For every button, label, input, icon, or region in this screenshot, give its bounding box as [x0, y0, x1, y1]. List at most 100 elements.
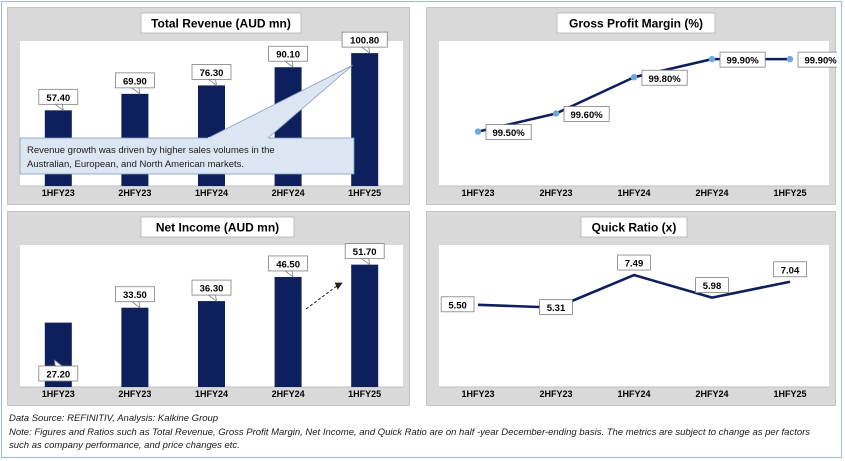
- revenue-chart-svg: Total Revenue (AUD mn) 1HFY23 2HFY23 1HFY24…: [19, 12, 403, 198]
- revenue-data-label: 100.80: [350, 36, 379, 47]
- net-income-chart-svg: Net Income (AUD mn) 1HFY23 2HFY23 1HFY24 2HF…: [20, 216, 403, 399]
- revenue-x-tick-label: 2HFY23: [118, 188, 151, 198]
- gross-margin-data-label: 99.90%: [726, 56, 759, 67]
- quick-ratio-data-label-box: [440, 296, 475, 313]
- net-income-x-tick-label: 1HFY23: [42, 389, 75, 399]
- quick-ratio-data-label-group: 5.31: [539, 299, 573, 316]
- methodology-note: Note: Figures and Ratios such as Total R…: [9, 427, 811, 451]
- revenue-chart-title: Total Revenue (AUD mn): [151, 17, 291, 31]
- quick-ratio-data-label: 7.49: [625, 259, 644, 270]
- revenue-bar: [351, 53, 379, 186]
- revenue-data-label: 57.40: [46, 93, 70, 104]
- quick-ratio-data-label-box: [617, 254, 651, 271]
- quick-ratio-data-label-box: [539, 299, 573, 316]
- revenue-data-label: 69.90: [123, 76, 147, 87]
- quick-ratio-x-tick-label: 2HFY23: [539, 389, 572, 399]
- gross-margin-x-tick-label: 1HFY24: [617, 188, 650, 198]
- net-income-trend-arrowhead: [334, 282, 343, 290]
- net-income-data-label-group: 51.70: [344, 243, 385, 266]
- revenue-x-tick-label: 1HFY25: [348, 188, 381, 198]
- net-income-data-label-pointer: [283, 270, 294, 278]
- net-income-data-label: 27.20: [46, 370, 70, 381]
- net-income-data-label-group: 46.50: [268, 255, 309, 278]
- gross-margin-x-tick-label: 1HFY25: [773, 188, 806, 198]
- revenue-chart-panel: Total Revenue (AUD mn) 1HFY23 2HFY23 1HFY24…: [7, 7, 410, 205]
- revenue-data-label-group: 100.80: [341, 31, 388, 55]
- gross-margin-data-label-group: 99.90%: [797, 51, 837, 68]
- net-income-chart-panel: Net Income (AUD mn) 1HFY23 2HFY23 1HFY24 2HF…: [7, 211, 410, 406]
- net-income-data-label-pointer: [53, 359, 64, 367]
- net-income-bar: [351, 264, 379, 387]
- quick-ratio-x-tick-label: 1HFY24: [617, 389, 650, 399]
- quick-ratio-data-label: 5.31: [547, 303, 566, 314]
- data-source-note: Data Source: REFINITIV, Analysis: Kalkin…: [9, 413, 219, 424]
- revenue-data-label-pointer: [130, 87, 141, 95]
- gross-margin-chart-title: Gross Profit Margin (%): [569, 17, 703, 31]
- quick-ratio-data-label-group: 7.49: [617, 254, 651, 271]
- quick-ratio-data-label: 5.98: [703, 281, 722, 292]
- quick-ratio-data-label: 5.50: [448, 300, 467, 311]
- gross-margin-data-label: 99.50%: [492, 128, 525, 139]
- net-income-chart-title: Net Income (AUD mn): [156, 221, 279, 235]
- net-income-data-label-pointer: [130, 301, 141, 309]
- revenue-x-tick-label: 1HFY23: [42, 188, 75, 198]
- net-income-x-tick-label: 1HFY25: [348, 389, 381, 399]
- gross-margin-chart-svg: Gross Profit Margin (%) 1HFY23 2HFY23 1HFY2…: [439, 12, 837, 198]
- gross-margin-x-tick-label: 1HFY23: [461, 188, 494, 198]
- quick-ratio-title-box: [580, 216, 688, 238]
- net-income-trend-arrow: [305, 284, 339, 310]
- gross-margin-data-label-group: 99.80%: [641, 69, 688, 86]
- revenue-data-label-pointer: [283, 60, 294, 69]
- revenue-annotation-line-2: Australian, European, and North American…: [27, 159, 244, 170]
- revenue-data-label-group: 90.10: [268, 45, 309, 69]
- net-income-data-label-group: 36.30: [191, 279, 232, 303]
- quick-ratio-chart-svg: Quick Ratio (x) 1HFY23 2HFY23 1HFY24 2HFY24 1…: [439, 216, 829, 399]
- gross-margin-data-label: 99.60%: [570, 110, 603, 121]
- net-income-title-box: [140, 216, 295, 238]
- revenue-annotation-line-1: Revenue growth was driven by higher sale…: [27, 145, 275, 156]
- gross-margin-data-label-box: [641, 69, 688, 86]
- quick-ratio-data-label-box: [695, 277, 729, 294]
- net-income-data-label-pointer: [360, 258, 371, 266]
- net-income-data-label-pointer: [207, 294, 218, 303]
- revenue-data-label: 76.30: [200, 68, 224, 79]
- net-income-bar: [274, 276, 302, 387]
- gross-margin-data-label-group: 99.50%: [485, 124, 532, 141]
- gross-margin-point-marker: [474, 128, 482, 135]
- revenue-data-label-group: 57.40: [38, 88, 79, 112]
- gross-margin-point-marker: [630, 74, 638, 81]
- gross-margin-title-box: [556, 12, 716, 34]
- net-income-data-label: 36.30: [200, 284, 224, 295]
- gross-margin-data-label-box: [485, 124, 532, 141]
- revenue-data-label-pointer: [360, 46, 371, 55]
- gross-margin-x-tick-label: 2HFY23: [539, 188, 572, 198]
- revenue-data-label-pointer: [207, 79, 218, 87]
- revenue-x-tick-label: 1HFY24: [195, 188, 228, 198]
- gross-margin-point-marker: [552, 110, 560, 117]
- gross-margin-data-label-group: 99.60%: [563, 106, 610, 122]
- gross-margin-data-label-box: [719, 51, 766, 68]
- quick-ratio-chart-title: Quick Ratio (x): [592, 221, 677, 235]
- revenue-data-label-pointer: [54, 103, 64, 112]
- gross-margin-plot-area: [439, 41, 829, 186]
- quick-ratio-chart-panel: Quick Ratio (x) 1HFY23 2HFY23 1HFY24 2HFY24 1…: [426, 211, 836, 406]
- quick-ratio-data-label: 7.04: [781, 265, 800, 276]
- annotation-box: [19, 137, 355, 175]
- quick-ratio-x-tick-label: 1HFY23: [461, 389, 494, 399]
- net-income-data-label-group: 33.50: [115, 286, 155, 309]
- gross-margin-data-label-box: [563, 106, 610, 122]
- quick-ratio-data-label-box: [773, 261, 807, 278]
- gross-margin-data-label-box: [797, 51, 837, 68]
- net-income-x-tick-label: 2HFY23: [118, 389, 151, 399]
- revenue-data-label: 90.10: [276, 50, 300, 61]
- quick-ratio-x-tick-label: 1HFY25: [773, 389, 806, 399]
- net-income-data-label: 46.50: [276, 259, 300, 270]
- gross-margin-x-tick-label: 2HFY24: [695, 188, 728, 198]
- gross-margin-point-marker: [708, 55, 716, 63]
- revenue-x-tick-label: 2HFY24: [272, 188, 305, 198]
- net-income-bar: [121, 307, 149, 387]
- gross-margin-chart-panel: Gross Profit Margin (%) 1HFY23 2HFY23 1HFY2…: [426, 7, 837, 205]
- net-income-data-label: 51.70: [353, 247, 377, 258]
- quick-ratio-data-label-group: 5.98: [695, 277, 729, 294]
- quick-ratio-data-label-group: 7.04: [773, 261, 807, 278]
